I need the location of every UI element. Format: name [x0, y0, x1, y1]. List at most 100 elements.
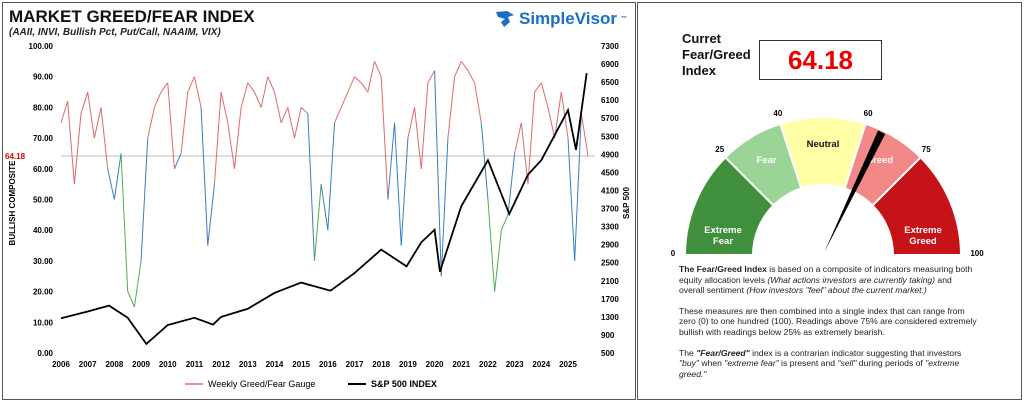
gauge-segment: [580, 113, 589, 157]
gauge-segment: [147, 107, 155, 139]
desc-text: is based on a composite of indicators me…: [679, 264, 973, 285]
current-label-line: Curret: [682, 31, 722, 46]
y2-tick-label: 1300: [601, 313, 619, 322]
gauge-segment: [567, 138, 576, 261]
gauge-segment: [354, 76, 362, 84]
gauge-tick-label: 75: [922, 145, 931, 154]
y2-tick-label: 2900: [601, 241, 619, 250]
gauge-segment: [153, 91, 162, 108]
gauge-segment: [220, 91, 229, 123]
legend-label-sp500: S&P 500 INDEX: [371, 379, 437, 389]
gauge-segment: [120, 153, 129, 292]
gauge-segment: [73, 113, 82, 185]
gauge-segment: [87, 91, 95, 139]
x-tick-label: 2011: [186, 360, 204, 369]
y2-tick-label: 2100: [601, 277, 619, 286]
gauge-segment: [93, 107, 102, 139]
desc-text: "buy": [679, 358, 699, 369]
desc-text: when: [698, 358, 725, 369]
gauge-segment-label: Extreme: [704, 225, 742, 236]
gauge-tick-label: 25: [715, 145, 724, 154]
gauge-segment: [180, 91, 189, 154]
gauge-tick-label: 0: [671, 249, 676, 258]
desc-text: and overall sentiment: [679, 274, 952, 296]
gauge-segment-extreme-greed: [871, 156, 963, 256]
gauge-segment: [240, 82, 249, 108]
gauge-segment: [127, 291, 135, 308]
description: The Fear/Greed Index is based on a compo…: [679, 264, 979, 389]
sp500-line: [60, 72, 588, 346]
description-paragraph-1: The Fear/Greed Index is based on a compo…: [679, 264, 979, 296]
x-tick-label: 2019: [399, 360, 417, 369]
gauge-segment: [474, 82, 482, 123]
gauge-segment: [280, 107, 289, 123]
gauge-segment: [427, 70, 436, 84]
x-tick-label: 2018: [372, 360, 390, 369]
y2-tick-label: 6900: [601, 60, 619, 69]
description-paragraph-3: The "Fear/Greed" index is a contrarian i…: [679, 348, 979, 380]
gauge-segment: [207, 184, 215, 246]
y2-tick-label: 5300: [601, 132, 619, 141]
greed-fear-chart: 0.00 10.00 20.00 30.00 40.00 50.00 60.00 70.00 8…: [5, 42, 631, 389]
eagle-logo-icon: [496, 11, 514, 27]
gauge-segment: [400, 138, 409, 246]
desc-text: The: [679, 347, 697, 358]
gauge-segment: [360, 82, 369, 93]
y2-tick-label: 4900: [601, 150, 619, 159]
gauge-segment: [547, 107, 556, 139]
gauge-segment-label: Greed: [866, 155, 894, 166]
x-tick-label: 2017: [346, 360, 364, 369]
gauge-segment: [520, 122, 529, 185]
gauge-segment-label: Fear: [757, 155, 777, 166]
gauge-segment: [387, 122, 396, 200]
gauge-segment: [540, 82, 549, 108]
gauge-segment: [213, 92, 222, 185]
x-tick-label: 2024: [532, 360, 550, 369]
gauge-segment: [494, 230, 502, 292]
chart-panel: MARKET GREED/FEAR INDEX (AAII, INVI, Bul…: [2, 2, 636, 400]
gauge-segment: [440, 138, 449, 277]
gauge-segment: [467, 70, 476, 84]
y2-tick-label: 5700: [601, 114, 619, 123]
y2-axis-label: S&P 500: [622, 187, 631, 219]
x-tick-label: 2014: [266, 360, 284, 369]
gauge-segment: [187, 76, 195, 93]
gauge-segment: [527, 92, 536, 185]
gauge-segment: [260, 76, 269, 108]
gauge-segment: [100, 107, 109, 169]
desc-text: "extreme fear": [724, 358, 779, 369]
gauge-segment: [160, 82, 169, 93]
x-tick-label: 2007: [79, 360, 97, 369]
gauge-segment: [434, 70, 442, 277]
y-tick-label: 60.00: [33, 165, 54, 174]
description-paragraph-2: These measures are then combined into a …: [679, 305, 977, 337]
desc-text: (How investors "feel" about the current …: [746, 285, 927, 296]
gauge-segment: [420, 82, 429, 169]
gauge-segment: [414, 107, 422, 169]
x-tick-label: 2020: [426, 360, 444, 369]
desc-text: (What actions investors are currently ta…: [767, 274, 936, 285]
x-tick-label: 2009: [132, 360, 150, 369]
gauge-segment: [327, 122, 336, 231]
desc-text: "extreme greed.": [679, 358, 960, 379]
y2-tick-label: 4100: [601, 186, 619, 195]
x-tick-label: 2010: [159, 360, 177, 369]
gauge-segment: [247, 82, 255, 93]
x-tick-label: 2023: [506, 360, 524, 369]
simplevisor-logo: SimpleVisor ™: [495, 9, 627, 29]
y-tick-label: 20.00: [33, 288, 54, 297]
y2-tick-label: 3700: [601, 205, 619, 214]
gauge-panel: Curret Fear/Greed Index 64.18 Extreme Fea…: [637, 2, 1022, 400]
x-tick-label: 2021: [452, 360, 470, 369]
y-axis-label: BULLISH COMPOSITE: [8, 160, 17, 246]
x-tick-label: 2016: [319, 360, 337, 369]
gauge-segment: [340, 91, 349, 108]
y-tick-label: 70.00: [33, 134, 54, 143]
gauge-segment: [534, 82, 542, 93]
gauge-segment: [554, 91, 562, 139]
gauge-segment: [507, 153, 516, 215]
gauge-segment: [233, 107, 242, 169]
gauge-segment: [173, 153, 182, 169]
gauge-segment: [227, 122, 235, 169]
current-index-label: Curret Fear/Greed Index: [682, 31, 751, 79]
